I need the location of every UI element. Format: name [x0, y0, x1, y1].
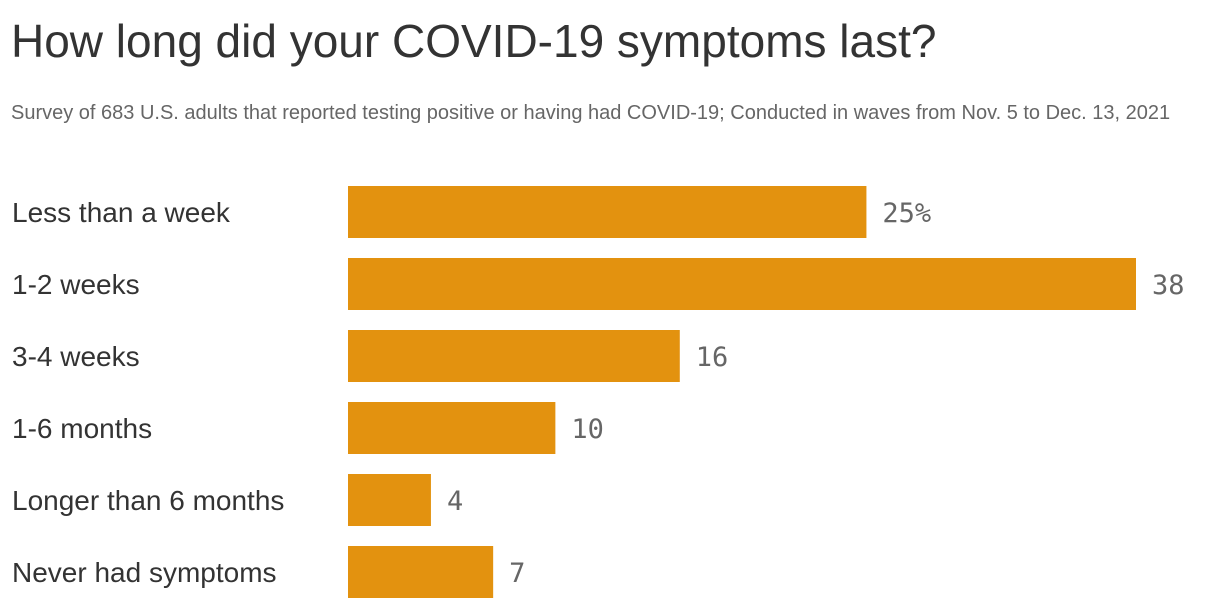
value-label: 16	[696, 342, 729, 373]
category-label: Less than a week	[12, 197, 231, 228]
category-label: 3-4 weeks	[12, 341, 140, 372]
value-label: 4	[447, 486, 463, 517]
bar	[348, 186, 867, 238]
bar-chart: Less than a week 25% 1-2 weeks 38 3-4 weeks 1…	[12, 186, 1185, 598]
category-label: 1-6 months	[12, 413, 152, 444]
bar	[348, 258, 1136, 310]
bar	[348, 330, 680, 382]
chart-subtitle: Survey of 683 U.S. adults that reported …	[11, 102, 1171, 124]
category-label: Longer than 6 months	[12, 485, 284, 516]
category-label: Never had symptoms	[12, 557, 277, 588]
value-label: 7	[509, 558, 525, 589]
chart-title: How long did your COVID-19 symptoms last…	[11, 15, 937, 67]
bar	[348, 546, 494, 598]
value-label: 38	[1152, 270, 1185, 301]
value-label: 25%	[882, 198, 931, 229]
bar	[348, 402, 556, 454]
category-label: 1-2 weeks	[12, 269, 140, 300]
bar	[348, 474, 431, 526]
value-label: 10	[571, 414, 604, 445]
